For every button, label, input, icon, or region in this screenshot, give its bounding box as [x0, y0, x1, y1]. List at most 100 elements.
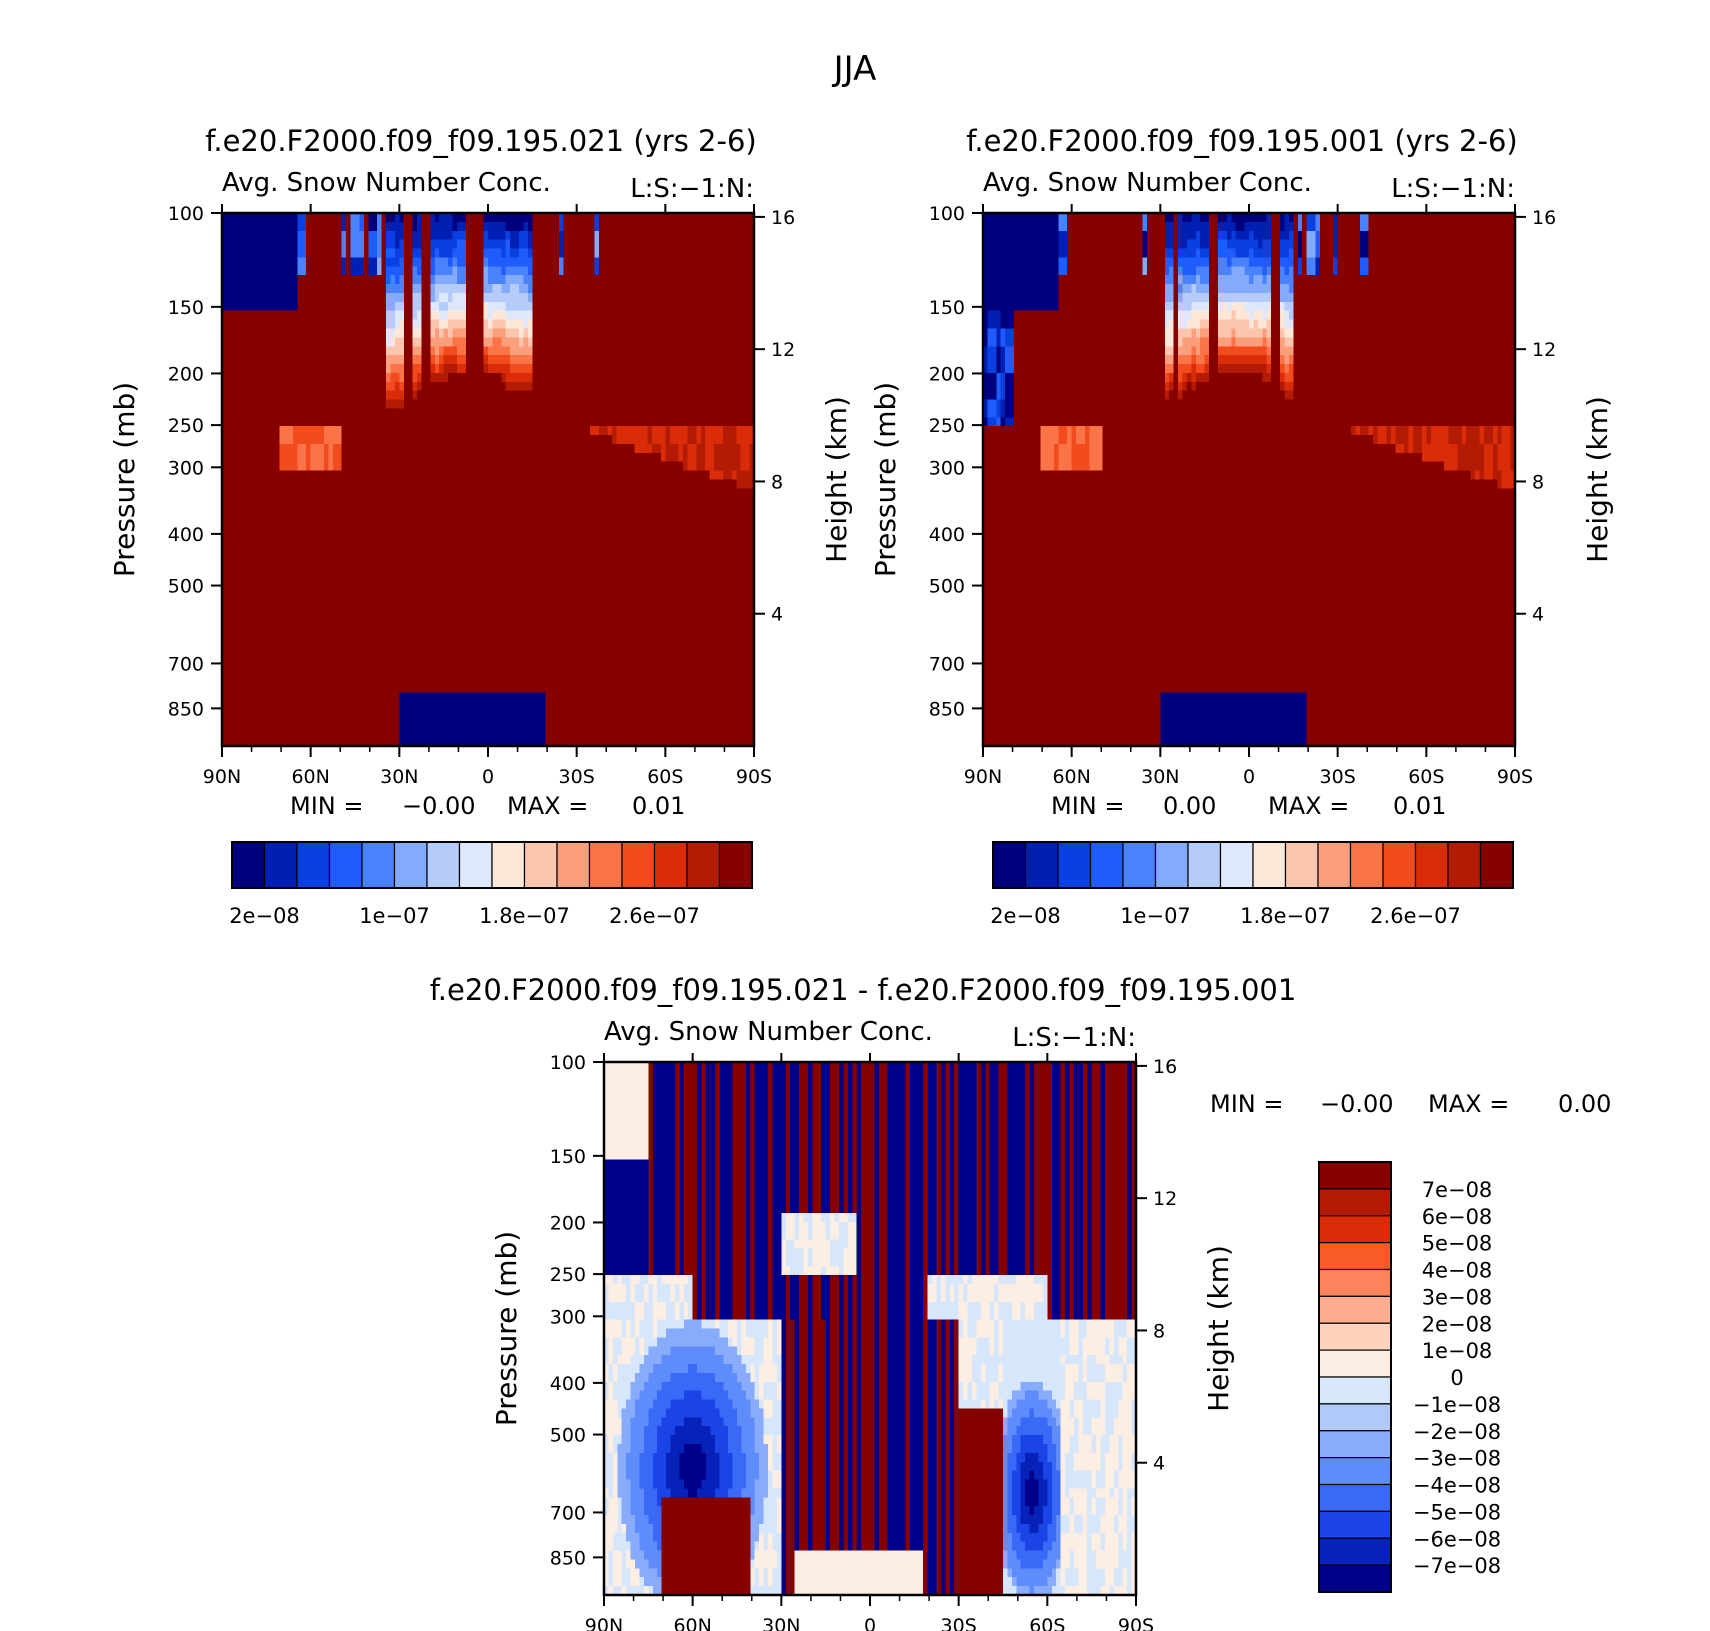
field-cell: [226, 408, 231, 417]
field-cell: [621, 444, 626, 453]
field-cell: [408, 568, 413, 577]
field-cell: [696, 337, 701, 346]
field-cell: [311, 462, 316, 471]
field-cell: [284, 320, 289, 329]
field-cell: [714, 444, 719, 453]
field-cell: [563, 222, 568, 231]
field-cell: [275, 453, 280, 462]
field-cell: [461, 524, 466, 533]
field-cell: [643, 453, 648, 462]
field-cell: [683, 213, 688, 222]
field-cell: [280, 551, 285, 560]
field-cell: [625, 355, 630, 364]
field-cell: [683, 328, 688, 337]
field-cell: [727, 346, 732, 355]
field-cell: [413, 213, 418, 222]
field-cell: [453, 266, 458, 275]
field-cell: [328, 577, 333, 586]
field-cell: [448, 373, 453, 382]
field-cell: [523, 337, 528, 346]
field-cell: [466, 426, 471, 435]
field-cell: [257, 417, 262, 426]
field-cell: [563, 249, 568, 258]
field-cell: [306, 249, 311, 258]
field-cell: [550, 213, 555, 222]
field-cell: [523, 346, 528, 355]
field-cell: [284, 417, 289, 426]
field-cell: [634, 568, 639, 577]
field-cell: [683, 249, 688, 258]
field-cell: [577, 320, 582, 329]
field-cell: [488, 435, 493, 444]
field-cell: [648, 506, 653, 515]
field-cell: [422, 328, 427, 337]
field-cell: [479, 231, 484, 240]
field-cell: [266, 453, 271, 462]
field-cell: [670, 337, 675, 346]
field-cell: [643, 320, 648, 329]
field-cell: [244, 400, 249, 409]
field-cell: [688, 524, 693, 533]
field-cell: [665, 311, 670, 320]
field-cell: [727, 284, 732, 293]
field-cell: [577, 488, 582, 497]
field-cell: [439, 373, 444, 382]
field-cell: [475, 373, 480, 382]
field-cell: [625, 426, 630, 435]
field-cell: [648, 231, 653, 240]
field-cell: [688, 444, 693, 453]
field-cell: [226, 551, 231, 560]
field-cell: [315, 471, 320, 480]
field-cell: [475, 257, 480, 266]
field-cell: [639, 364, 644, 373]
field-cell: [741, 400, 746, 409]
field-cell: [572, 355, 577, 364]
field-cell: [665, 373, 670, 382]
field-cell: [253, 284, 258, 293]
field-cell: [546, 506, 551, 515]
field-cell: [705, 364, 710, 373]
field-cell: [555, 284, 560, 293]
field-cell: [475, 222, 480, 231]
field-cell: [328, 488, 333, 497]
field-cell: [426, 284, 431, 293]
field-cell: [457, 231, 462, 240]
field-cell: [586, 373, 591, 382]
field-cell: [674, 542, 679, 551]
field-cell: [324, 506, 329, 515]
field-cell: [404, 275, 409, 284]
field-cell: [719, 328, 724, 337]
field-cell: [648, 568, 653, 577]
field-cell: [501, 373, 506, 382]
field-cell: [320, 275, 325, 284]
field-cell: [515, 568, 520, 577]
field-cell: [333, 284, 338, 293]
field-cell: [439, 497, 444, 506]
field-cell: [714, 373, 719, 382]
field-cell: [315, 444, 320, 453]
field-cell: [275, 231, 280, 240]
field-cell: [528, 551, 533, 560]
field-cell: [479, 275, 484, 284]
field-cell: [590, 506, 595, 515]
field-cell: [284, 302, 289, 311]
field-cell: [705, 542, 710, 551]
field-cell: [723, 506, 728, 515]
field-cell: [656, 497, 661, 506]
field-cell: [240, 391, 245, 400]
field-cell: [275, 524, 280, 533]
field-cell: [244, 311, 249, 320]
field-cell: [497, 222, 502, 231]
field-cell: [306, 497, 311, 506]
field-cell: [537, 577, 542, 586]
field-cell: [297, 355, 302, 364]
field-cell: [577, 275, 582, 284]
field-cell: [510, 568, 515, 577]
field-cell: [621, 435, 626, 444]
field-cell: [732, 266, 737, 275]
field-cell: [617, 249, 622, 258]
field-cell: [390, 444, 395, 453]
field-cell: [581, 275, 586, 284]
field-cell: [599, 480, 604, 489]
field-cell: [497, 568, 502, 577]
